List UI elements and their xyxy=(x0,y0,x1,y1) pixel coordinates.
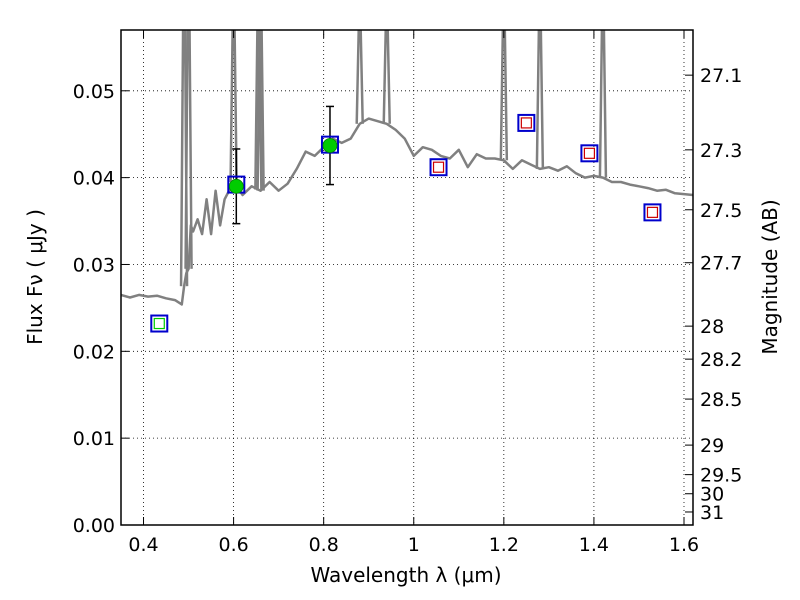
y-tick-label: 0.02 xyxy=(73,341,115,363)
upper-limit-marker xyxy=(646,206,659,218)
y2-tick-label: 27.1 xyxy=(700,65,742,87)
observed-point xyxy=(228,178,244,194)
weak-detection-marker xyxy=(153,317,165,330)
x-tick-label: 1.4 xyxy=(579,534,609,556)
y2-tick-label: 27.7 xyxy=(700,253,742,275)
x-tick-label: 0.8 xyxy=(309,534,339,556)
y2-tick-label: 27.3 xyxy=(700,140,742,162)
emission-line xyxy=(598,30,608,178)
grid-lines xyxy=(121,30,693,526)
y-tick-label: 0.01 xyxy=(73,428,115,450)
model-square-marker xyxy=(580,144,599,163)
y2-tick-label: 29.5 xyxy=(700,465,742,487)
y-axis-ticks: 0.00 0.01 0.02 0.03 0.04 0.05 xyxy=(73,81,129,537)
y-axis-label: Flux Fν ( μJy ) xyxy=(23,209,47,345)
observed-point xyxy=(322,138,338,153)
y2-tick-label: 28.5 xyxy=(700,389,742,411)
upper-limit-marker xyxy=(432,161,445,173)
x-tick-label: 0.4 xyxy=(128,534,158,556)
y2-tick-label: 27.5 xyxy=(700,200,742,222)
model-square-marker xyxy=(517,113,536,132)
spectrum-line xyxy=(121,117,693,306)
y2-tick-label: 28.2 xyxy=(700,349,742,371)
emission-line xyxy=(254,30,263,190)
x-tick-label: 0.6 xyxy=(218,534,248,556)
error-bars xyxy=(232,105,334,225)
model-spectrum xyxy=(121,30,693,306)
y-tick-label: 0.03 xyxy=(73,254,115,276)
emission-line xyxy=(499,30,509,161)
plot-frame xyxy=(120,29,694,526)
upper-limit-marker xyxy=(520,117,532,129)
emission-line xyxy=(535,30,545,169)
y-tick-label: 0.05 xyxy=(73,81,115,103)
y2-tick-label: 31 xyxy=(700,502,724,524)
emission-line xyxy=(184,30,193,269)
photometry-markers xyxy=(150,113,662,333)
x-tick-label: 1 xyxy=(408,534,420,556)
y-tick-label: 0.04 xyxy=(73,168,115,190)
x-tick-label: 1.6 xyxy=(669,534,699,556)
emission-line xyxy=(382,30,391,124)
y-tick-label: 0.00 xyxy=(73,515,115,537)
emission-line xyxy=(256,30,265,191)
model-square-marker xyxy=(429,158,448,177)
x-tick-label: 1.2 xyxy=(489,534,519,556)
emission-line xyxy=(355,30,364,124)
emission-line xyxy=(229,30,238,182)
y2-axis-label: Magnitude (AB) xyxy=(758,199,782,354)
model-square-marker xyxy=(643,203,662,222)
upper-limit-marker xyxy=(583,147,596,159)
x-axis-label: Wavelength λ (μm) xyxy=(310,563,501,587)
y2-tick-label: 28 xyxy=(700,316,724,338)
y2-tick-label: 29 xyxy=(700,435,724,457)
model-square-marker xyxy=(150,314,169,333)
y2-tick-label: 30 xyxy=(700,484,724,506)
x-axis-ticks: 0.4 0.6 0.8 1 1.2 1.4 1.6 xyxy=(128,30,699,556)
